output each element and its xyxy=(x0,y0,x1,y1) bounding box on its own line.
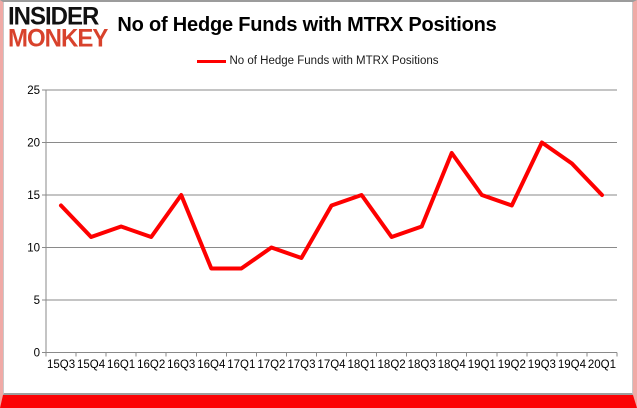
chart-legend: No of Hedge Funds with MTRX Positions xyxy=(3,55,633,67)
x-axis-label: 18Q4 xyxy=(438,359,467,371)
y-axis-label: 10 xyxy=(27,243,40,255)
x-axis-label: 20Q1 xyxy=(588,359,616,371)
series-line xyxy=(59,140,604,271)
x-axis-label: 19Q2 xyxy=(498,359,526,371)
x-axis-label: 18Q1 xyxy=(347,359,375,371)
x-axis-label: 16Q2 xyxy=(137,359,165,371)
x-axis-label: 16Q4 xyxy=(197,359,226,371)
chart-title: No of Hedge Funds with MTRX Positions xyxy=(117,13,497,36)
logo-insider-text: INSIDER xyxy=(8,2,99,31)
x-axis-label: 18Q3 xyxy=(408,359,436,371)
legend-label: No of Hedge Funds with MTRX Positions xyxy=(229,55,439,67)
x-axis-label: 16Q1 xyxy=(107,359,135,371)
x-axis-label: 16Q3 xyxy=(167,359,195,371)
x-axis-label: 19Q1 xyxy=(468,359,496,371)
insider-monkey-logo: INSIDER MONKEY xyxy=(8,2,108,53)
x-axis-label: 17Q3 xyxy=(287,359,315,371)
y-axis-label: 15 xyxy=(27,190,40,202)
x-axis-label: 17Q1 xyxy=(227,359,255,371)
x-axis-label: 18Q2 xyxy=(378,359,406,371)
y-axis-label: 25 xyxy=(27,85,40,97)
x-axis-label: 17Q2 xyxy=(257,359,285,371)
x-axis-label: 15Q3 xyxy=(47,359,75,371)
x-axis-label: 19Q3 xyxy=(528,359,556,371)
x-axis-label: 17Q4 xyxy=(317,359,346,371)
y-axis-label: 20 xyxy=(27,138,40,150)
x-axis-label: 19Q4 xyxy=(558,359,587,371)
x-axis-label: 15Q4 xyxy=(77,359,106,371)
chart-header: INSIDER MONKEY No of Hedge Funds with MT… xyxy=(8,2,497,53)
legend-line-swatch xyxy=(197,59,227,63)
logo-monkey-text: MONKEY xyxy=(8,24,108,53)
y-axis-label: 5 xyxy=(34,295,40,307)
y-axis-label: 0 xyxy=(34,348,40,360)
